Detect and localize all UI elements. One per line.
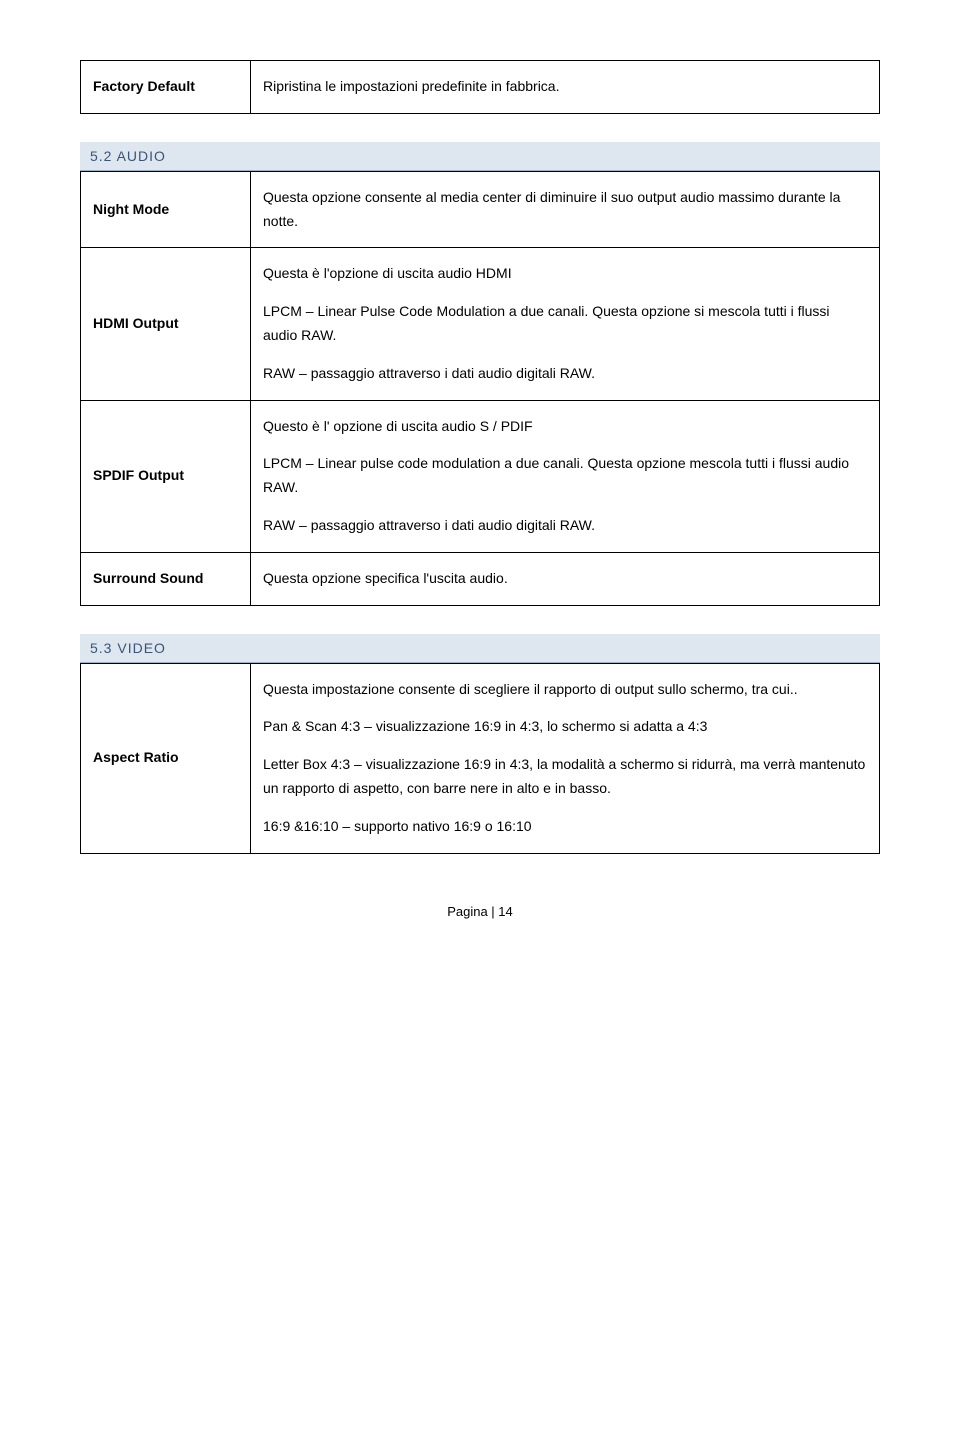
cell-label: Aspect Ratio xyxy=(81,663,251,853)
table-video: Aspect Ratio Questa impostazione consent… xyxy=(80,663,880,854)
paragraph: RAW – passaggio attraverso i dati audio … xyxy=(263,514,867,538)
paragraph: LPCM – Linear Pulse Code Modulation a du… xyxy=(263,300,867,348)
cell-desc: Questa impostazione consente di sceglier… xyxy=(251,663,880,853)
paragraph: Questo è l' opzione di uscita audio S / … xyxy=(263,415,867,439)
paragraph: 16:9 &16:10 – supporto nativo 16:9 o 16:… xyxy=(263,815,867,839)
cell-label: Night Mode xyxy=(81,171,251,248)
cell-label: SPDIF Output xyxy=(81,400,251,552)
paragraph: Pan & Scan 4:3 – visualizzazione 16:9 in… xyxy=(263,715,867,739)
section-heading-video: 5.3 VIDEO xyxy=(80,634,880,663)
section-heading-audio: 5.2 AUDIO xyxy=(80,142,880,171)
paragraph: LPCM – Linear pulse code modulation a du… xyxy=(263,452,867,500)
page-footer: Pagina | 14 xyxy=(80,904,880,919)
table-row: Night Mode Questa opzione consente al me… xyxy=(81,171,880,248)
paragraph: RAW – passaggio attraverso i dati audio … xyxy=(263,362,867,386)
cell-desc: Questa è l'opzione di uscita audio HDMI … xyxy=(251,248,880,400)
paragraph: Questa impostazione consente di sceglier… xyxy=(263,678,867,702)
table-factory-default: Factory Default Ripristina le impostazio… xyxy=(80,60,880,114)
table-audio: Night Mode Questa opzione consente al me… xyxy=(80,171,880,606)
page: Factory Default Ripristina le impostazio… xyxy=(0,0,960,959)
cell-desc: Ripristina le impostazioni predefinite i… xyxy=(251,61,880,114)
paragraph: Questa è l'opzione di uscita audio HDMI xyxy=(263,262,867,286)
paragraph: Letter Box 4:3 – visualizzazione 16:9 in… xyxy=(263,753,867,801)
cell-desc: Questo è l' opzione di uscita audio S / … xyxy=(251,400,880,552)
table-row: Surround Sound Questa opzione specifica … xyxy=(81,552,880,605)
cell-label: Factory Default xyxy=(81,61,251,114)
cell-label: Surround Sound xyxy=(81,552,251,605)
table-row: HDMI Output Questa è l'opzione di uscita… xyxy=(81,248,880,400)
cell-label: HDMI Output xyxy=(81,248,251,400)
cell-desc: Questa opzione specifica l'uscita audio. xyxy=(251,552,880,605)
paragraph: Questa opzione consente al media center … xyxy=(263,186,867,234)
cell-desc: Questa opzione consente al media center … xyxy=(251,171,880,248)
table-row: Aspect Ratio Questa impostazione consent… xyxy=(81,663,880,853)
paragraph: Questa opzione specifica l'uscita audio. xyxy=(263,567,867,591)
table-row: Factory Default Ripristina le impostazio… xyxy=(81,61,880,114)
table-row: SPDIF Output Questo è l' opzione di usci… xyxy=(81,400,880,552)
